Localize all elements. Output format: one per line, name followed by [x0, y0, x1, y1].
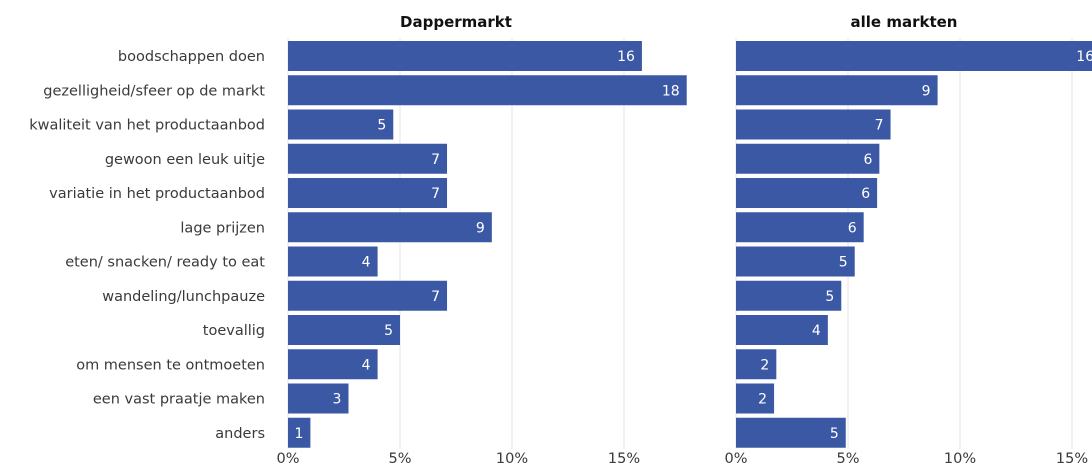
bar — [736, 178, 878, 208]
x-tick-label: 10% — [944, 451, 976, 467]
bar-value-label: 4 — [362, 255, 371, 271]
category-label: lage prijzen — [180, 220, 265, 236]
category-label: om mensen te ontmoeten — [76, 357, 265, 373]
x-tick-label: 10% — [496, 451, 528, 467]
bar-value-label: 7 — [875, 118, 884, 134]
category-label: boodschappen doen — [118, 49, 265, 65]
bar — [288, 383, 349, 414]
category-label: variatie in het productaanbod — [49, 186, 265, 202]
bar-value-label: 3 — [333, 392, 342, 408]
x-tick-label: 0% — [276, 451, 299, 467]
bar — [736, 315, 828, 345]
text-layer: boodschappen doen gezelligheid/sfeer op d… — [29, 13, 1092, 467]
bar — [288, 143, 448, 174]
bar — [736, 143, 880, 174]
bar — [288, 280, 448, 311]
panel-title: Dappermarkt — [400, 13, 512, 31]
bar-value-label: 7 — [431, 152, 440, 168]
bar-value-label: 5 — [839, 255, 848, 271]
bar-value-label: 7 — [431, 289, 440, 305]
bar — [736, 75, 938, 106]
bar-value-label: 2 — [760, 357, 769, 373]
bar — [736, 383, 775, 414]
category-label: een vast praatje maken — [93, 392, 265, 408]
bar-value-label: 2 — [758, 392, 767, 408]
bar — [288, 246, 378, 277]
bar — [288, 178, 448, 208]
x-tick-label: 15% — [1056, 451, 1088, 467]
bar — [736, 417, 846, 448]
bar — [288, 41, 642, 71]
bar-value-label: 18 — [662, 83, 680, 99]
bar-value-label: 16 — [617, 49, 635, 65]
bar-value-label: 4 — [362, 357, 371, 373]
category-label: eten/ snacken/ ready to eat — [65, 255, 265, 271]
bar-value-label: 5 — [384, 323, 393, 339]
grid-layer — [287, 38, 1073, 449]
bar-value-label: 6 — [848, 220, 857, 236]
bar — [736, 109, 891, 140]
bar — [288, 109, 394, 140]
bar — [736, 41, 1092, 71]
x-tick-label: 5% — [388, 451, 411, 467]
panel-title: alle markten — [851, 13, 958, 31]
bar-value-label: 6 — [861, 186, 870, 202]
bar-value-label: 5 — [825, 289, 834, 305]
bar — [288, 349, 378, 380]
category-label: gezelligheid/sfeer op de markt — [43, 83, 265, 99]
category-label: wandeling/lunchpauze — [102, 289, 265, 305]
category-label: toevallig — [203, 323, 265, 339]
bar — [288, 75, 687, 106]
bar — [288, 417, 311, 448]
bar-value-label: 9 — [476, 220, 485, 236]
bar — [288, 212, 492, 243]
bar — [736, 280, 842, 311]
bar-value-label: 6 — [863, 152, 872, 168]
category-label: gewoon een leuk uitje — [105, 152, 265, 168]
x-tick-label: 0% — [724, 451, 747, 467]
bar — [288, 315, 400, 345]
bar-value-label: 16 — [1076, 49, 1092, 65]
bar-value-label: 9 — [922, 83, 931, 99]
bar-value-label: 4 — [812, 323, 821, 339]
bar — [736, 246, 855, 277]
bars-layer — [288, 41, 1092, 448]
category-label: anders — [215, 426, 265, 442]
bar-value-label: 5 — [830, 426, 839, 442]
bar — [736, 349, 777, 380]
x-tick-label: 5% — [836, 451, 859, 467]
bar — [736, 212, 864, 243]
category-label: kwaliteit van het productaanbod — [29, 118, 265, 134]
x-tick-label: 15% — [608, 451, 640, 467]
bar-value-label: 5 — [377, 118, 386, 134]
bar-value-label: 1 — [294, 426, 303, 442]
bar-value-label: 7 — [431, 186, 440, 202]
